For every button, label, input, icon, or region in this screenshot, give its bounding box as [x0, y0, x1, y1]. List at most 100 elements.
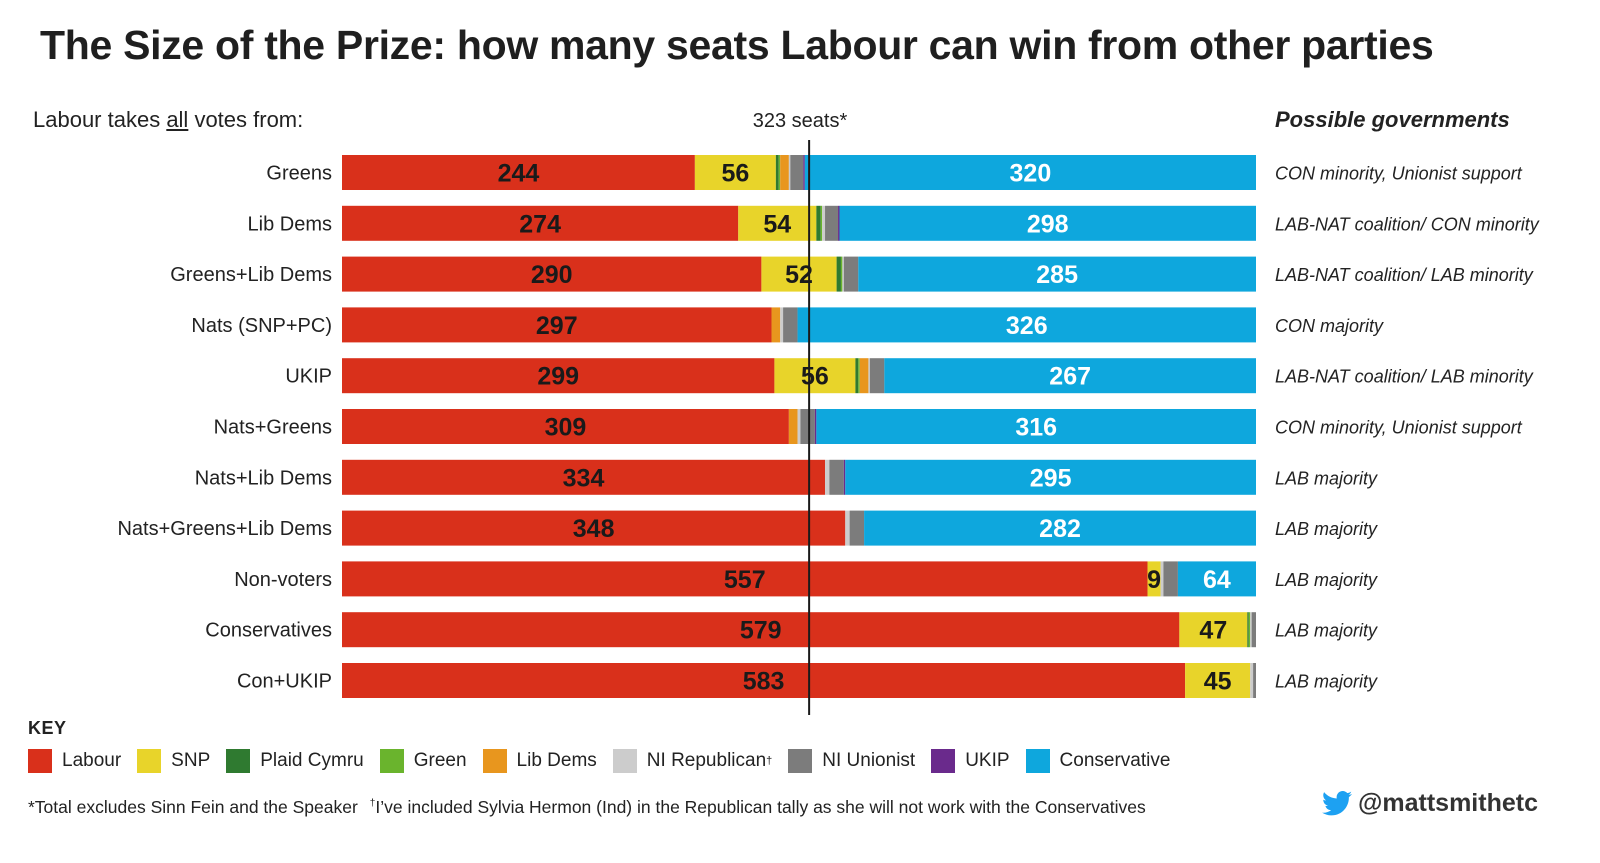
category-label: Nats+Greens+Lib Dems [117, 518, 332, 540]
legend: Labour SNP Plaid Cymru Green Lib Dems NI… [28, 749, 1186, 773]
bar-labour [342, 205, 739, 241]
left-heading-prefix: Labour takes [33, 107, 167, 132]
bar-conservative [816, 409, 1256, 444]
value-label-labour: 557 [724, 566, 766, 594]
legend-label: Plaid Cymru [260, 750, 364, 771]
legend-item-lib-dems: Lib Dems [482, 749, 597, 773]
bar-snp [1147, 561, 1161, 597]
bar-ukip [803, 155, 805, 190]
twitter-bird-icon [1322, 791, 1352, 816]
bar-labour [342, 358, 775, 394]
legend-label: Lib Dems [516, 750, 597, 771]
bar-ni-unionist [790, 155, 804, 190]
value-label-conservative: 64 [1203, 566, 1231, 594]
legend-swatch [28, 749, 52, 773]
legend-item-ni-unionist: NI Unionist [788, 749, 915, 773]
government-label: LAB majority [1275, 519, 1378, 539]
bar-ni-unionist [869, 358, 885, 394]
bar-ni-republican [1160, 561, 1164, 597]
bar-labour [342, 307, 772, 343]
left-column-heading: Labour takes all votes from: [33, 107, 303, 133]
stacked-bar-chart: Greens 244 56 320 CON minority, Unionist sup… [117, 140, 1540, 715]
value-label-conservative: 282 [1039, 515, 1081, 543]
legend-label: NI Unionist [822, 750, 916, 771]
legend-swatch [612, 749, 637, 773]
legend-label: Labour [62, 750, 122, 771]
bar-conservative [797, 307, 1256, 343]
government-label: LAB-NAT coalition/ LAB minority [1275, 367, 1534, 387]
bar-lib-dems [788, 409, 798, 444]
bar-labour [342, 612, 1180, 648]
category-label: Conservatives [205, 620, 332, 642]
bar-snp [774, 358, 856, 394]
category-label: Nats (SNP+PC) [191, 315, 332, 337]
government-label: LAB-NAT coalition/ CON minority [1275, 214, 1540, 234]
bar-ni-unionist [843, 256, 859, 292]
bar-labour [342, 561, 1148, 597]
bar-lib-dems [859, 358, 869, 394]
category-label: Greens [266, 163, 332, 185]
bar-snp [694, 155, 776, 190]
category-label: Non-voters [234, 569, 332, 591]
footnote-dagger: † [369, 798, 376, 810]
value-label-labour: 309 [545, 414, 587, 442]
category-label: Nats+Lib Dems [195, 467, 332, 489]
bar-green [840, 256, 843, 292]
bar-conservative [858, 256, 1256, 292]
bar-ni-republican [1250, 663, 1254, 698]
legend-item-labour: Labour [28, 749, 121, 773]
footnote-hermon: I’ve included Sylvia Hermon (Ind) in the… [375, 797, 1146, 817]
legend-dagger: † [766, 755, 773, 767]
twitter-handle[interactable]: @mattsmithetc [1322, 789, 1538, 818]
legend-swatch [137, 749, 162, 773]
government-label: CON majority [1275, 316, 1384, 336]
legend-swatch [931, 749, 956, 773]
bar-labour [342, 409, 789, 444]
legend-item-green: Green [379, 749, 467, 773]
bar-ukip [843, 459, 846, 495]
legend-label: NI Republican [646, 750, 767, 771]
bar-plaid-cymru [855, 358, 859, 394]
category-label: Lib Dems [248, 213, 332, 235]
key-title: KEY [28, 718, 67, 738]
value-label-labour: 348 [573, 515, 615, 543]
legend-swatch [788, 749, 813, 773]
bar-ni-republican [788, 155, 791, 190]
value-label-snp: 56 [721, 160, 749, 188]
bar-lib-dems [780, 155, 789, 190]
bar-ni-unionist [1163, 561, 1178, 597]
government-label: LAB majority [1275, 468, 1378, 488]
legend-swatch [1025, 749, 1050, 773]
bar-green [778, 155, 781, 190]
legend-swatch [226, 749, 251, 773]
value-label-conservative: 267 [1049, 363, 1091, 391]
bar-ni-republican [845, 510, 850, 546]
bar-ni-republican [1250, 612, 1252, 648]
bar-conservative [839, 205, 1256, 241]
government-label: LAB-NAT coalition/ LAB minority [1275, 265, 1534, 285]
bar-ni-unionist [849, 510, 865, 546]
bar-green [1248, 612, 1251, 648]
bar-conservative [845, 459, 1256, 495]
bar-ni-unionist [783, 307, 798, 343]
legend-swatch [482, 749, 507, 773]
value-label-labour: 297 [536, 312, 578, 340]
bar-conservative [864, 510, 1256, 546]
bar-labour [342, 663, 1186, 698]
value-label-snp: 47 [1199, 617, 1227, 645]
legend-label: UKIP [965, 750, 1010, 771]
legend-label: Green [413, 750, 467, 771]
bar-ni-republican [797, 409, 801, 444]
bar-labour [342, 155, 695, 190]
value-label-snp: 54 [763, 210, 791, 238]
bar-labour [342, 510, 846, 546]
bar-ni-republican [780, 307, 784, 343]
legend-label: Conservative [1059, 750, 1171, 771]
value-label-labour: 334 [563, 464, 605, 492]
bar-ni-republican [868, 358, 870, 394]
value-label-labour: 583 [743, 668, 785, 696]
value-label-conservative: 295 [1030, 464, 1072, 492]
bar-snp [1185, 663, 1251, 698]
bar-ni-republican [822, 205, 826, 241]
bar-plaid-cymru [775, 155, 779, 190]
